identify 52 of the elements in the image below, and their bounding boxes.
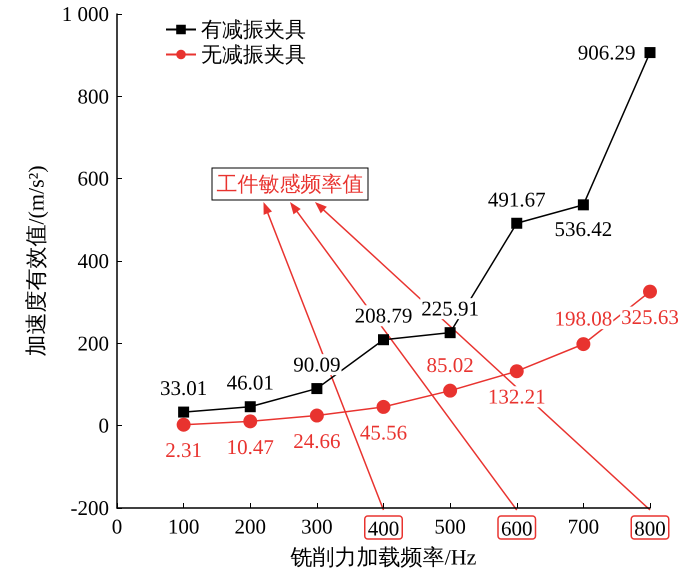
data-label: 90.09 <box>293 352 340 377</box>
data-label: 198.08 <box>554 306 612 331</box>
x-tick-label: 100 <box>168 514 200 538</box>
data-label: 132.21 <box>488 384 546 409</box>
point <box>178 406 190 418</box>
point <box>443 384 458 398</box>
point <box>376 400 390 414</box>
point <box>511 218 522 229</box>
y-tick-label: 600 <box>78 166 109 191</box>
y-tick-label: 200 <box>78 331 109 356</box>
x-tick-label: 600 <box>501 516 532 540</box>
data-label: 536.42 <box>554 216 612 241</box>
legend-label: 无减振夹具 <box>201 42 306 66</box>
x-tick-label: 500 <box>434 514 466 538</box>
data-label: 24.66 <box>293 429 340 454</box>
point <box>444 327 456 338</box>
data-label: 46.01 <box>226 370 274 395</box>
annotation: 工件敏感频率值 <box>216 172 364 196</box>
point <box>310 408 324 423</box>
y-tick-label: 800 <box>78 84 109 108</box>
data-label: 325.63 <box>621 305 679 330</box>
y-tick-label: -200 <box>70 496 109 520</box>
point <box>643 284 657 299</box>
y-tick-label: 0 <box>98 414 109 438</box>
point <box>578 199 589 210</box>
point <box>311 383 322 394</box>
x-tick-label: 200 <box>234 514 266 538</box>
legend-label: 有减振夹具 <box>201 18 306 42</box>
y-axis-title: 加速度有效值/(m/s²) <box>24 165 48 357</box>
point <box>176 418 191 432</box>
x-tick-label: 300 <box>301 514 333 538</box>
point <box>243 414 258 428</box>
x-axis-title: 铣削力加载频率/Hz <box>290 544 477 570</box>
data-label: 33.01 <box>160 376 208 400</box>
x-tick-label: 700 <box>568 514 600 538</box>
data-label: 491.67 <box>488 187 546 212</box>
data-label: 85.02 <box>426 353 474 378</box>
data-label: 45.56 <box>360 420 408 444</box>
data-label: 10.47 <box>226 434 274 459</box>
point <box>378 334 389 346</box>
y-tick-label: 1 000 <box>62 2 109 26</box>
data-label: 208.79 <box>354 304 412 328</box>
point <box>644 47 656 58</box>
point <box>244 401 256 412</box>
point <box>510 364 524 378</box>
point <box>576 337 590 352</box>
data-label: 906.29 <box>578 40 636 65</box>
data-label: 2.31 <box>165 438 202 462</box>
x-tick-label: 400 <box>368 516 400 540</box>
x-tick-label: 800 <box>634 516 666 540</box>
data-label: 225.91 <box>421 296 479 321</box>
y-tick-label: 400 <box>78 249 109 273</box>
